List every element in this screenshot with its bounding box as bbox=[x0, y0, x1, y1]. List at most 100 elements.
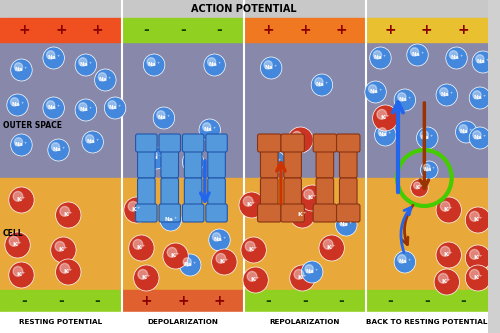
Text: Na$^+$: Na$^+$ bbox=[86, 138, 100, 147]
Bar bbox=[0, 312, 122, 333]
FancyBboxPatch shape bbox=[336, 204, 360, 222]
Text: K$^+$: K$^+$ bbox=[415, 183, 424, 192]
Text: +: + bbox=[177, 294, 188, 308]
Bar bbox=[366, 178, 488, 290]
Circle shape bbox=[374, 124, 396, 146]
Text: Na$^+$: Na$^+$ bbox=[398, 96, 412, 105]
Bar bbox=[122, 42, 244, 178]
Text: Na$^+$: Na$^+$ bbox=[440, 91, 454, 100]
Text: K$^+$: K$^+$ bbox=[472, 273, 484, 282]
Bar bbox=[122, 0, 244, 18]
Text: Na$^+$: Na$^+$ bbox=[46, 104, 60, 113]
Text: Na$^+$: Na$^+$ bbox=[14, 141, 28, 150]
Text: Na$^+$: Na$^+$ bbox=[340, 220, 353, 229]
Text: Na$^+$: Na$^+$ bbox=[423, 166, 436, 174]
Circle shape bbox=[241, 237, 266, 263]
Bar bbox=[244, 312, 366, 333]
Circle shape bbox=[133, 239, 142, 249]
Text: K$^+$: K$^+$ bbox=[442, 277, 452, 286]
Circle shape bbox=[75, 99, 96, 121]
Circle shape bbox=[56, 202, 81, 228]
Circle shape bbox=[98, 73, 106, 81]
Circle shape bbox=[5, 232, 30, 258]
Circle shape bbox=[476, 55, 484, 63]
FancyBboxPatch shape bbox=[159, 134, 180, 152]
Text: -: - bbox=[338, 294, 344, 308]
Circle shape bbox=[292, 132, 302, 141]
Circle shape bbox=[365, 81, 386, 103]
Text: Na$^+$: Na$^+$ bbox=[473, 94, 487, 103]
Circle shape bbox=[436, 242, 462, 268]
Text: Na$^+$: Na$^+$ bbox=[79, 106, 93, 115]
Text: Na$^+$: Na$^+$ bbox=[264, 64, 278, 73]
Bar bbox=[244, 18, 366, 42]
Text: +: + bbox=[55, 23, 67, 37]
Text: -: - bbox=[266, 294, 271, 308]
Circle shape bbox=[208, 58, 216, 66]
Text: Na$^+$: Na$^+$ bbox=[368, 88, 382, 97]
FancyBboxPatch shape bbox=[138, 178, 155, 210]
Bar bbox=[0, 18, 122, 42]
Text: K$^+$: K$^+$ bbox=[136, 243, 147, 252]
Circle shape bbox=[398, 255, 406, 263]
Text: K$^+$: K$^+$ bbox=[141, 273, 152, 282]
FancyBboxPatch shape bbox=[206, 204, 228, 222]
Circle shape bbox=[372, 105, 398, 131]
Bar bbox=[0, 178, 122, 290]
Circle shape bbox=[440, 201, 450, 211]
Circle shape bbox=[212, 249, 237, 275]
Circle shape bbox=[416, 127, 438, 149]
FancyBboxPatch shape bbox=[284, 178, 302, 210]
Text: Na$^+$: Na$^+$ bbox=[473, 134, 487, 143]
FancyBboxPatch shape bbox=[208, 144, 226, 178]
Circle shape bbox=[410, 48, 418, 56]
Bar bbox=[244, 178, 366, 290]
Circle shape bbox=[239, 192, 264, 218]
FancyBboxPatch shape bbox=[260, 144, 278, 178]
Text: CELL: CELL bbox=[3, 229, 24, 238]
Text: Na$^+$: Na$^+$ bbox=[420, 134, 434, 143]
Text: BACK TO RESTING POTENTIAL: BACK TO RESTING POTENTIAL bbox=[366, 319, 488, 325]
Text: Na$^+$: Na$^+$ bbox=[476, 58, 490, 67]
Bar bbox=[122, 312, 244, 333]
Circle shape bbox=[394, 251, 415, 273]
Text: Na$^+$: Na$^+$ bbox=[315, 81, 329, 90]
FancyBboxPatch shape bbox=[284, 144, 302, 178]
Circle shape bbox=[246, 241, 255, 251]
Circle shape bbox=[14, 63, 22, 71]
Circle shape bbox=[466, 265, 490, 291]
Circle shape bbox=[146, 147, 167, 169]
Text: -: - bbox=[22, 294, 28, 308]
Circle shape bbox=[374, 51, 382, 59]
Circle shape bbox=[450, 51, 458, 59]
Text: Na$^+$: Na$^+$ bbox=[208, 61, 222, 70]
FancyBboxPatch shape bbox=[313, 204, 336, 222]
Text: K$^+$: K$^+$ bbox=[248, 245, 259, 254]
Circle shape bbox=[470, 211, 480, 221]
Circle shape bbox=[294, 269, 304, 279]
Circle shape bbox=[128, 201, 138, 211]
Circle shape bbox=[290, 202, 315, 228]
Circle shape bbox=[319, 235, 344, 261]
Text: +: + bbox=[18, 23, 30, 37]
Circle shape bbox=[436, 197, 462, 223]
Text: +: + bbox=[299, 23, 310, 37]
Text: Na$^+$: Na$^+$ bbox=[79, 61, 93, 70]
Text: K$^+$: K$^+$ bbox=[219, 257, 230, 266]
Circle shape bbox=[75, 54, 96, 76]
Text: Na$^+$: Na$^+$ bbox=[268, 158, 282, 166]
Circle shape bbox=[186, 155, 194, 163]
Text: Na$^+$: Na$^+$ bbox=[374, 54, 388, 63]
Text: +: + bbox=[458, 23, 469, 37]
Circle shape bbox=[378, 128, 386, 136]
Circle shape bbox=[311, 74, 332, 96]
Text: Na$^+$: Na$^+$ bbox=[46, 54, 60, 63]
Text: -: - bbox=[302, 294, 308, 308]
Circle shape bbox=[134, 265, 159, 291]
Circle shape bbox=[473, 131, 481, 139]
Circle shape bbox=[264, 151, 286, 173]
Bar bbox=[366, 18, 488, 42]
Circle shape bbox=[13, 191, 22, 201]
Circle shape bbox=[60, 206, 70, 216]
Text: -: - bbox=[460, 294, 466, 308]
